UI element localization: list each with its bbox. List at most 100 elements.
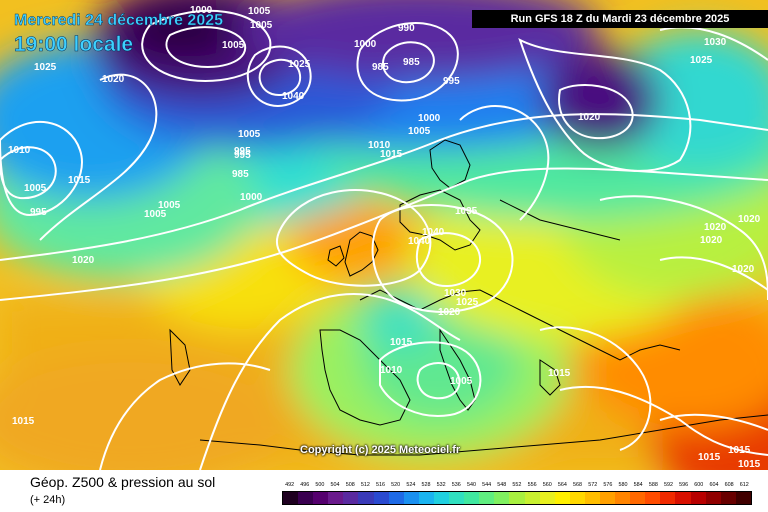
isobar-label: 1000 — [418, 113, 441, 124]
colorbar-tick-label: 504 — [330, 482, 340, 488]
isobar-label: 1015 — [698, 452, 721, 463]
colorbar-swatch — [660, 492, 676, 504]
colorbar-tick-label: 544 — [482, 482, 492, 488]
isobar-label: 1030 — [444, 288, 467, 299]
colorbar-swatch — [464, 492, 480, 504]
colorbar-swatch — [509, 492, 525, 504]
isobar-label: 1025 — [288, 59, 311, 70]
isobar-label: 1040 — [408, 236, 431, 247]
colorbar-tick-label: 580 — [618, 482, 628, 488]
isobar-label: 1005 — [222, 40, 245, 51]
isobar-label: 1040 — [282, 91, 305, 102]
isobar-label: 1005 — [24, 183, 47, 194]
colorbar-tick-label: 536 — [451, 482, 461, 488]
isobar-label: 1015 — [12, 416, 35, 427]
isobar-label: 1010 — [8, 145, 31, 156]
isobar-label: 1020 — [704, 222, 727, 233]
isobar-label: 1005 — [450, 376, 473, 387]
colorbar-swatch — [599, 492, 616, 504]
colorbar-swatch — [418, 492, 434, 504]
colorbar-swatch — [298, 492, 314, 504]
colorbar-tick-label: 512 — [360, 482, 370, 488]
isobar-label: 995 — [234, 150, 251, 161]
isobar-label: 1025 — [34, 62, 57, 73]
colorbar-tick-label: 564 — [557, 482, 567, 488]
isobar-label: 1020 — [578, 112, 601, 123]
colorbar-tick-label: 596 — [679, 482, 689, 488]
isobar-label: 1025 — [690, 55, 713, 66]
colorbar-swatch — [675, 492, 691, 504]
colorbar-swatch — [705, 492, 721, 504]
colorbar-tick-label: 524 — [406, 482, 416, 488]
colorbar-ticks: 492 496 500 504 508 512 516 520 524 528 532 536 540 5… — [282, 480, 752, 490]
isobar-label: 995 — [30, 207, 47, 218]
colorbar-tick-label: 568 — [573, 482, 583, 488]
isobar-label: 1015 — [390, 337, 413, 348]
isobar-label: 1015 — [548, 368, 571, 379]
colorbar-tick-label: 520 — [391, 482, 401, 488]
colorbar-swatch — [373, 492, 389, 504]
colorbar-swatch — [449, 492, 465, 504]
isobar-label: 995 — [443, 76, 460, 87]
colorbar-tick-label: 608 — [724, 482, 734, 488]
isobar-label: 1015 — [728, 445, 751, 456]
colorbar-tick-label: 556 — [527, 482, 537, 488]
copyright-notice: Copyright (c) 2025 Meteociel.fr — [300, 444, 461, 456]
isobar-label: 985 — [372, 62, 389, 73]
isobar-labels: 1000 1005 1005 1005 1025 1020 1000 990 9… — [8, 5, 761, 470]
colorbar-tick-label: 548 — [497, 482, 507, 488]
colorbar-swatch — [283, 492, 299, 504]
isobar-label: 1015 — [738, 459, 761, 470]
colorbar-swatch — [358, 492, 374, 504]
isobar-label: 1005 — [408, 126, 431, 137]
map-canvas: 1000 1005 1005 1005 1025 1020 1000 990 9… — [0, 0, 768, 470]
colorbar-tick-label: 560 — [542, 482, 552, 488]
isobars — [0, 9, 768, 470]
geopotential-field — [0, 0, 768, 470]
colorbar-tick-label: 576 — [603, 482, 613, 488]
colorbar-tick-label: 516 — [376, 482, 386, 488]
isobar-label: 1005 — [250, 20, 273, 31]
isobar-label: 1025 — [456, 297, 479, 308]
colorbar-swatch — [313, 492, 329, 504]
forecast-date: Mercredi 24 décembre 2025 — [14, 12, 224, 29]
colorbar-tick-label: 592 — [663, 482, 673, 488]
colorbar-swatch — [720, 492, 736, 504]
isobar-label: 985 — [232, 169, 249, 180]
isobar-label: 1015 — [68, 175, 91, 186]
isobar-label: 1005 — [144, 209, 167, 220]
colorbar-tick-label: 540 — [466, 482, 476, 488]
isobar-label: 995 — [234, 146, 251, 157]
colorbar-swatch — [494, 492, 510, 504]
forecast-time: 19:00 locale — [14, 33, 134, 57]
colorbar-tick-label: 604 — [709, 482, 719, 488]
isobar-label: 1035 — [455, 206, 478, 217]
colorbar-tick-label: 500 — [315, 482, 325, 488]
colorbar-tick-label: 572 — [588, 482, 598, 488]
coastlines — [169, 139, 768, 456]
colorbar-swatch — [569, 492, 585, 504]
model-run-banner: Run GFS 18 Z du Mardi 23 décembre 2025 — [472, 10, 768, 28]
isobar-label: 1005 — [248, 6, 271, 17]
isobar-label: 1005 — [238, 129, 261, 140]
isobar-label: 1010 — [380, 365, 403, 376]
isobar-label: 1020 — [102, 74, 125, 85]
colorbar-swatch — [524, 492, 540, 504]
colorbar-swatch — [388, 492, 404, 504]
isobar-label: 1020 — [738, 214, 761, 225]
colorbar-swatch — [630, 492, 646, 504]
isobar-label: 1015 — [380, 149, 403, 160]
isobar-label: 1040 — [422, 227, 445, 238]
colorbar-tick-label: 508 — [345, 482, 355, 488]
colorbar-tick-label: 588 — [648, 482, 658, 488]
isobar-label: 1020 — [72, 255, 95, 266]
colorbar-tick-label: 584 — [633, 482, 643, 488]
colorbar-swatch — [584, 492, 600, 504]
colorbar-swatch — [403, 492, 419, 504]
colorbar-swatch — [433, 492, 450, 504]
colorbar-swatch — [690, 492, 706, 504]
colorbar-swatch — [615, 492, 631, 504]
colorbar-tick-label: 552 — [512, 482, 522, 488]
colorbar-swatch — [645, 492, 661, 504]
colorbar-tick-label: 600 — [694, 482, 704, 488]
